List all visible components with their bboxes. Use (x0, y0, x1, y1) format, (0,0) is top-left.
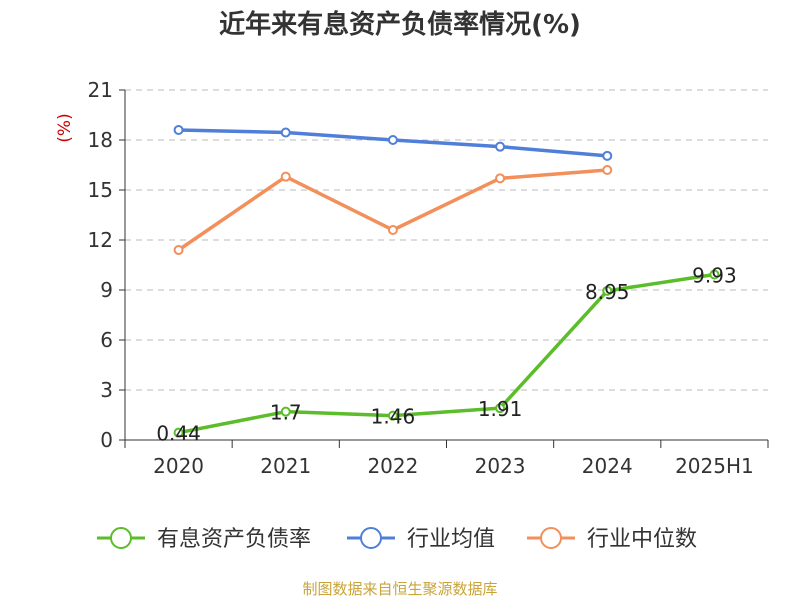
y-axis-label: (%) (55, 113, 75, 142)
x-tick-label: 2020 (153, 454, 204, 478)
legend-label: 行业均值 (407, 527, 495, 552)
data-point (602, 150, 613, 161)
data-point (495, 403, 506, 414)
series-line-0 (178, 272, 715, 435)
grid-lines (125, 89, 768, 391)
y-tick-label: 21 (88, 78, 113, 102)
y-tick-label: 6 (100, 328, 113, 352)
legend-item: 行业均值 (347, 527, 495, 552)
data-point (173, 245, 184, 255)
series-line-2 (177, 168, 608, 252)
data-point (387, 135, 398, 145)
data-point (495, 141, 506, 152)
data-label: 1.91 (478, 397, 523, 421)
data-labels: 0.44 1.7 1.46 1.91 8.95 9.93 (156, 264, 736, 446)
data-point (387, 225, 398, 235)
legend-item: 有息资产负债率 (97, 527, 311, 552)
axes: 0 3 6 9 12 15 18 21 2020 2021 2022 2023 2024 2025H1 (%… (55, 78, 769, 478)
series-points (173, 125, 720, 438)
y-tick-label: 0 (100, 428, 113, 452)
data-point (495, 173, 506, 184)
data-label: 8.95 (585, 280, 630, 304)
y-tick-label: 9 (100, 278, 113, 302)
x-tick-label: 2024 (582, 454, 633, 478)
x-tick-label: 2023 (475, 454, 526, 478)
data-point (173, 427, 184, 438)
data-label: 1.7 (270, 401, 302, 425)
legend-swatch-marker (360, 527, 382, 549)
legend-item: 行业中位数 (527, 527, 697, 552)
legend-label: 行业中位数 (587, 527, 697, 552)
chart-title: 近年来有息资产负债率情况(%) (219, 10, 581, 40)
data-label: 0.44 (156, 422, 201, 446)
data-point (709, 269, 720, 280)
y-tick-label: 12 (88, 228, 113, 252)
data-point (387, 410, 398, 421)
x-tick-label: 2021 (260, 454, 311, 478)
y-tick-label: 3 (100, 378, 113, 402)
data-label: 1.46 (371, 405, 416, 429)
y-tick-label: 15 (88, 178, 113, 202)
source-note: 制图数据来自恒生聚源数据库 (302, 580, 498, 598)
data-point (280, 171, 291, 182)
series-lines (177, 128, 715, 435)
data-point (602, 285, 613, 296)
legend-swatch-marker (540, 527, 562, 549)
legend-label: 有息资产负债率 (157, 527, 311, 552)
data-label: 9.93 (692, 264, 737, 288)
y-tick-label: 18 (88, 128, 113, 152)
data-point (173, 125, 184, 135)
data-point (280, 127, 291, 138)
data-point (602, 165, 613, 175)
legend-swatch-marker (110, 527, 132, 549)
legend: 有息资产负债率 行业均值 行业中位数 (97, 527, 697, 552)
data-point (280, 406, 291, 417)
x-tick-label: 2025H1 (675, 454, 754, 478)
x-tick-label: 2022 (367, 454, 418, 478)
